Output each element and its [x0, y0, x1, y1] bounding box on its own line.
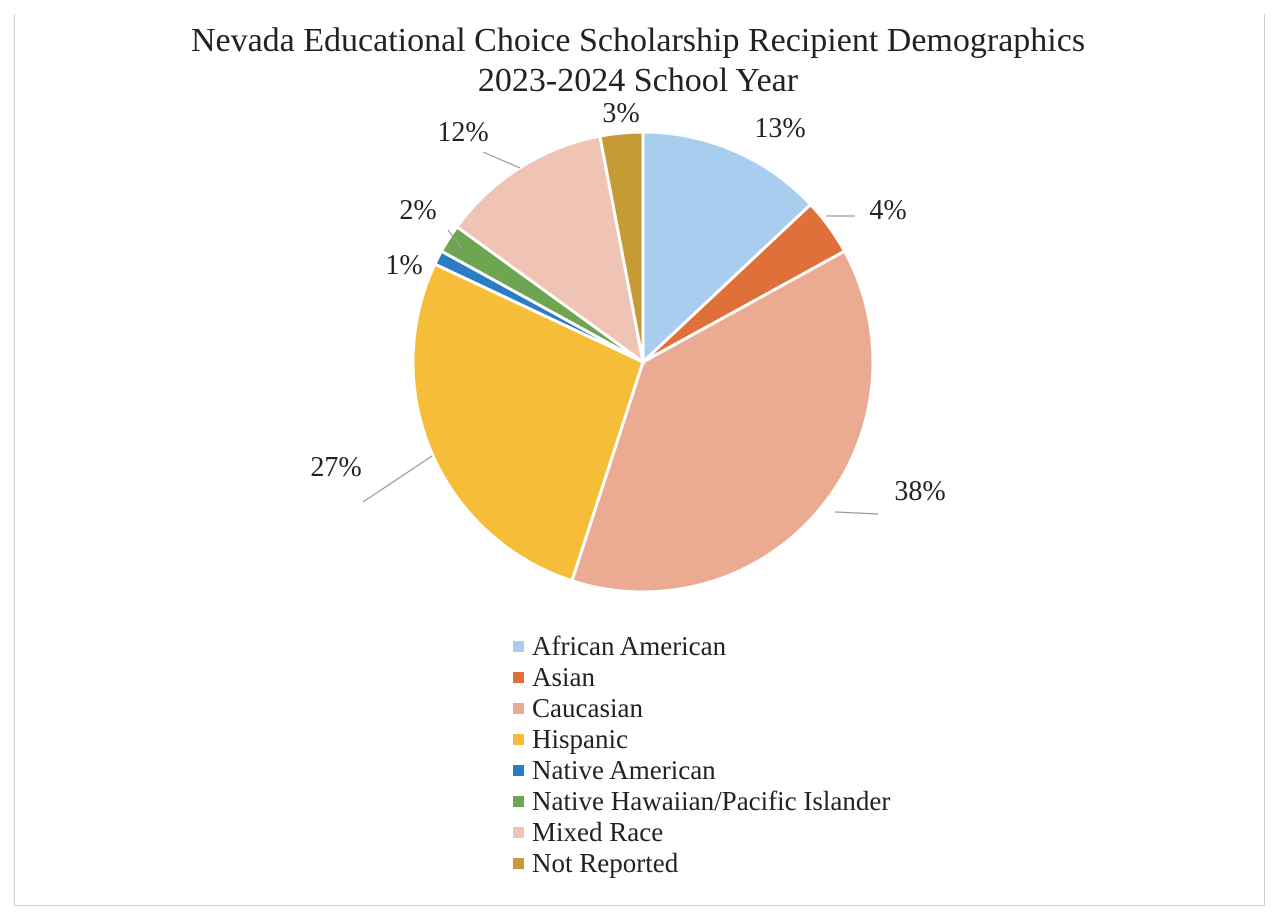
chart-frame-left-border [14, 14, 15, 906]
legend-swatch [513, 672, 524, 683]
legend-item: Mixed Race [510, 817, 1030, 848]
legend-item: Native Hawaiian/Pacific Islander [510, 786, 1030, 817]
legend-item: African American [510, 631, 1030, 662]
pie-slice-not-reported [598, 130, 645, 363]
legend-label: Not Reported [532, 848, 679, 878]
legend-item: Not Reported [510, 848, 1030, 879]
pie-slice-hispanic [411, 262, 645, 583]
chart-subtitle: 2023-2024 School Year [477, 62, 799, 99]
legend-label: Asian [532, 662, 595, 692]
pie-slices [411, 130, 875, 594]
leader-line [447, 229, 463, 249]
legend-swatch [513, 734, 524, 745]
data-label-mixed-race: 12% [437, 117, 488, 148]
pie-leader-lines [362, 151, 879, 515]
data-label-native-hawaiian-pacific-islander: 2% [399, 195, 436, 226]
data-label-caucasian: 38% [894, 476, 945, 507]
legend-label: Native American [532, 755, 716, 785]
data-label-native-american: 1% [385, 250, 422, 281]
legend-swatch [513, 858, 524, 869]
chart-frame-bottom-border [14, 905, 1265, 906]
legend-label: Native Hawaiian/Pacific Islander [532, 786, 891, 816]
leader-line [362, 455, 433, 503]
legend-label: Caucasian [532, 693, 643, 723]
pie-slice-caucasian [570, 249, 875, 594]
data-label-not-reported: 3% [602, 98, 639, 129]
legend-item: Hispanic [510, 724, 1030, 755]
data-label-african-american: 13% [754, 113, 805, 144]
legend-label: Mixed Race [532, 817, 664, 847]
chart-legend: African American Asian Caucasian Hispanic Na… [510, 631, 1030, 879]
chart-title: Nevada Educational Choice Scholarship Re… [190, 22, 1086, 59]
legend-label: African American [532, 631, 727, 661]
legend-item: Asian [510, 662, 1030, 693]
leader-line [482, 151, 521, 169]
data-label-hispanic: 27% [310, 452, 361, 483]
legend-swatch [513, 796, 524, 807]
chart-frame-right-border [1264, 14, 1265, 906]
legend-label: Hispanic [532, 724, 628, 754]
legend-swatch [513, 703, 524, 714]
pie-slice-african-american [641, 130, 813, 366]
pie-data-labels: 13% 4% 38% 27% 1% 2% 12% 3% [310, 98, 945, 507]
legend-swatch [513, 641, 524, 652]
legend-item: Caucasian [510, 693, 1030, 724]
data-label-asian: 4% [869, 195, 906, 226]
legend-swatch [513, 827, 524, 838]
legend-swatch [513, 765, 524, 776]
legend-item: Native American [510, 755, 1030, 786]
leader-line [834, 511, 879, 515]
